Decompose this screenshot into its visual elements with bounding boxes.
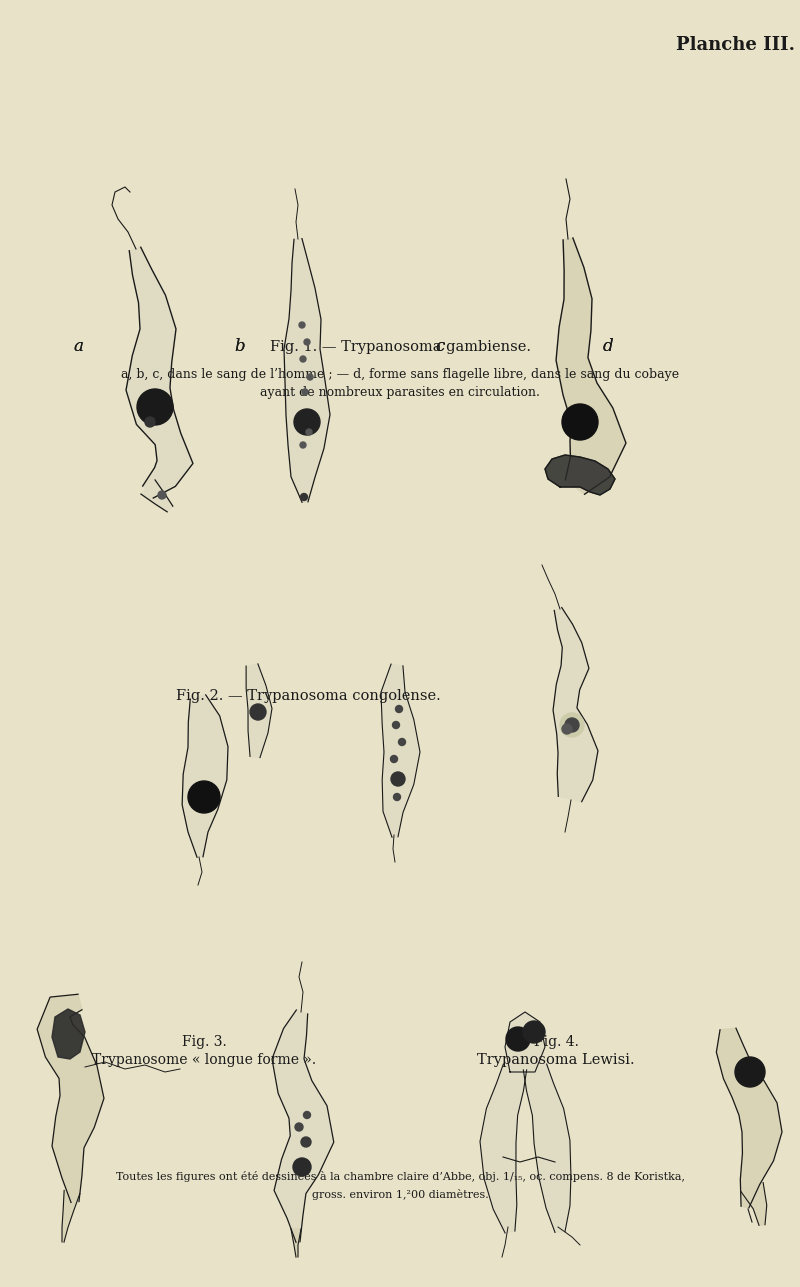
Circle shape xyxy=(523,1021,545,1042)
Polygon shape xyxy=(480,1064,526,1233)
Polygon shape xyxy=(37,995,104,1202)
Circle shape xyxy=(390,755,398,762)
Polygon shape xyxy=(291,1229,301,1257)
Polygon shape xyxy=(741,1183,766,1225)
Polygon shape xyxy=(523,1064,571,1233)
Text: d: d xyxy=(602,338,614,355)
Circle shape xyxy=(145,417,155,427)
Text: d: d xyxy=(602,338,614,355)
Polygon shape xyxy=(62,1190,80,1242)
Polygon shape xyxy=(505,1012,545,1072)
Circle shape xyxy=(299,322,305,328)
Text: a, b, c, dans le sang de l’homme ; — d, forme sans flagelle libre, dans le sang : a, b, c, dans le sang de l’homme ; — d, … xyxy=(121,368,679,381)
Text: Planche III.: Planche III. xyxy=(676,36,795,54)
Circle shape xyxy=(506,1027,530,1051)
Polygon shape xyxy=(52,1009,85,1059)
Text: c: c xyxy=(435,338,445,355)
Polygon shape xyxy=(553,607,598,802)
Circle shape xyxy=(158,492,166,499)
Circle shape xyxy=(306,429,312,435)
Polygon shape xyxy=(716,1028,782,1207)
Polygon shape xyxy=(272,1010,334,1242)
Circle shape xyxy=(250,704,266,719)
Text: Toutes les figures ont été dessinées à la chambre claire d’Abbe, obj. 1/₁₅, oc. : Toutes les figures ont été dessinées à l… xyxy=(115,1171,685,1183)
Circle shape xyxy=(562,725,572,734)
Circle shape xyxy=(307,375,313,380)
Circle shape xyxy=(393,722,399,728)
Text: Fig. 4.: Fig. 4. xyxy=(534,1035,578,1049)
Circle shape xyxy=(293,1158,311,1176)
Circle shape xyxy=(391,772,405,786)
Text: Trypanosome « longue forme ».: Trypanosome « longue forme ». xyxy=(92,1053,316,1067)
Polygon shape xyxy=(545,456,615,495)
Circle shape xyxy=(301,1136,311,1147)
Circle shape xyxy=(560,713,584,737)
Circle shape xyxy=(562,404,598,440)
Polygon shape xyxy=(182,695,228,857)
Circle shape xyxy=(301,493,307,501)
Circle shape xyxy=(295,1124,303,1131)
Circle shape xyxy=(397,773,403,780)
Polygon shape xyxy=(246,664,272,758)
Text: b: b xyxy=(234,338,246,355)
Text: a: a xyxy=(74,338,83,355)
Text: a: a xyxy=(74,338,83,355)
Text: Trypanosoma Lewisi.: Trypanosoma Lewisi. xyxy=(477,1053,635,1067)
Circle shape xyxy=(300,441,306,448)
Circle shape xyxy=(294,409,320,435)
Circle shape xyxy=(300,356,306,362)
Text: c: c xyxy=(435,338,445,355)
Circle shape xyxy=(188,781,220,813)
Circle shape xyxy=(302,389,308,395)
Circle shape xyxy=(398,739,406,745)
Polygon shape xyxy=(381,664,420,838)
Circle shape xyxy=(303,1112,310,1118)
Polygon shape xyxy=(141,480,173,512)
Text: Fig. 3.: Fig. 3. xyxy=(182,1035,226,1049)
Circle shape xyxy=(735,1057,765,1088)
Polygon shape xyxy=(284,238,330,502)
Polygon shape xyxy=(556,238,626,494)
Circle shape xyxy=(565,718,579,732)
Text: ayant de nombreux parasites en circulation.: ayant de nombreux parasites en circulati… xyxy=(260,386,540,399)
Text: gross. environ 1,²00 diamètres.: gross. environ 1,²00 diamètres. xyxy=(312,1189,488,1201)
Circle shape xyxy=(304,338,310,345)
Text: Fig. 2. — Trypanosoma congolense.: Fig. 2. — Trypanosoma congolense. xyxy=(176,689,440,703)
Text: Fig. 1. — Trypanosoma gambiense.: Fig. 1. — Trypanosoma gambiense. xyxy=(270,340,530,354)
Polygon shape xyxy=(126,247,193,498)
Circle shape xyxy=(395,705,402,713)
Circle shape xyxy=(394,794,401,801)
Circle shape xyxy=(137,389,173,425)
Text: b: b xyxy=(234,338,246,355)
